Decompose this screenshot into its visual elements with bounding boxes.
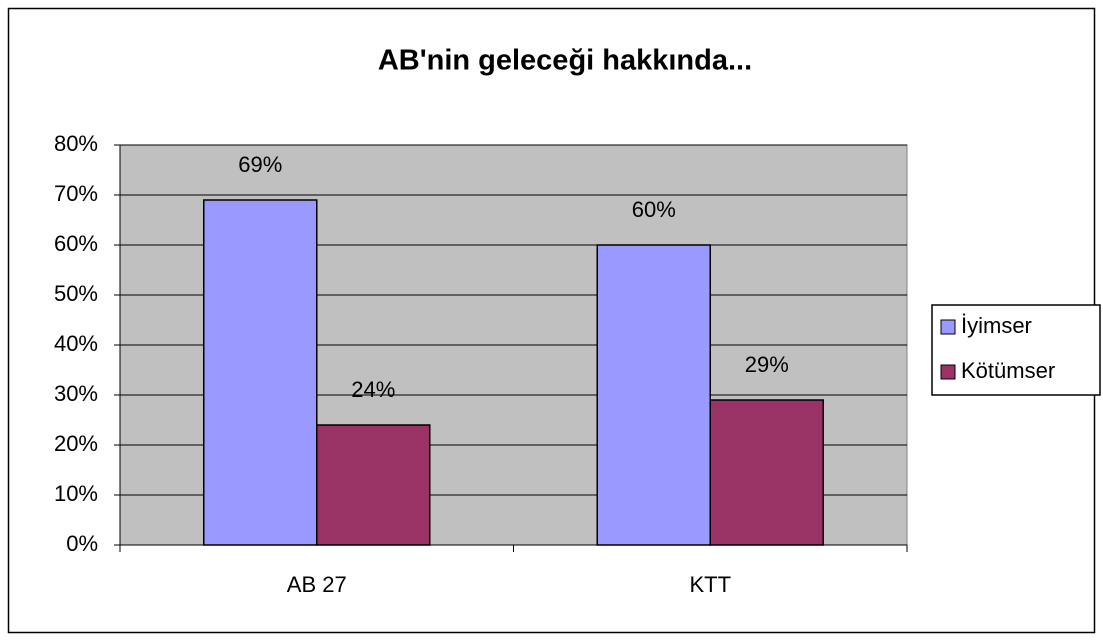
legend-swatch	[940, 319, 956, 335]
y-tick-label: 60%	[54, 231, 98, 256]
x-tick-label: KTT	[689, 572, 731, 597]
y-tick-label: 30%	[54, 381, 98, 406]
bar	[709, 399, 824, 546]
bar	[596, 244, 711, 546]
data-label: 24%	[351, 377, 395, 402]
data-label: 69%	[238, 152, 282, 177]
legend-label: İyimser	[961, 313, 1032, 338]
legend-label: Kötümser	[961, 358, 1055, 383]
data-label: 60%	[632, 197, 676, 222]
y-tick-label: 10%	[54, 481, 98, 506]
bar	[316, 424, 431, 546]
y-tick-label: 80%	[54, 131, 98, 156]
y-tick-label: 40%	[54, 331, 98, 356]
y-tick-label: 20%	[54, 431, 98, 456]
data-label: 29%	[745, 352, 789, 377]
bar	[203, 199, 318, 546]
legend-box	[931, 304, 1101, 396]
y-tick-label: 0%	[66, 531, 98, 556]
legend-swatch	[940, 364, 956, 380]
chart-title: AB'nin geleceği hakkında...	[378, 45, 752, 77]
y-tick-label: 50%	[54, 281, 98, 306]
y-tick-label: 70%	[54, 181, 98, 206]
x-tick-label: AB 27	[287, 572, 347, 597]
